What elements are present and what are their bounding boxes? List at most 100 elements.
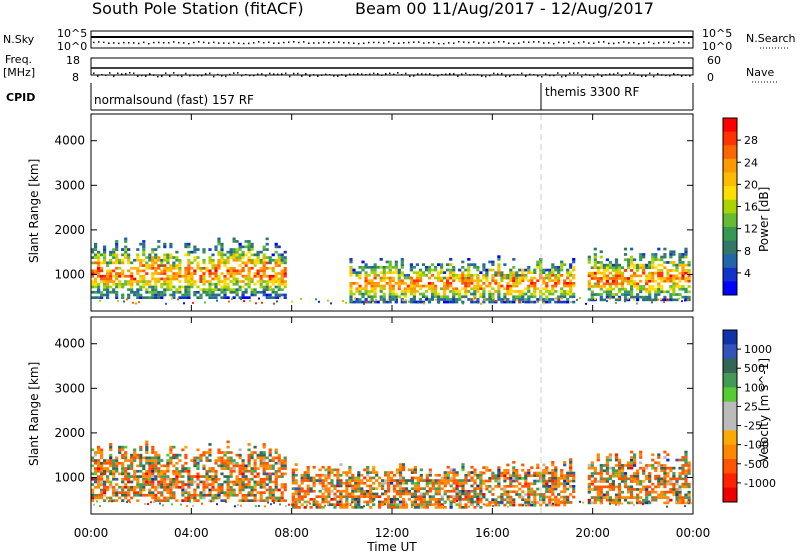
echo-cell [211,266,215,270]
echo-cell [642,271,646,275]
echo-cell [124,451,128,454]
echo-cell [121,472,125,476]
colorbar-segment [723,281,737,296]
echo-cell [178,274,182,278]
echo-cell [217,293,221,297]
echo-cell [494,477,498,480]
echo-cell [277,469,281,473]
echo-cell [470,484,474,488]
echo-cell [136,499,140,502]
echo-cell [118,496,122,500]
echo-cell [318,479,322,482]
echo-cell [364,263,368,266]
echo-cell [184,456,188,460]
echo-cell [190,282,194,286]
echo-cell [223,493,227,497]
echo-cell [608,287,612,291]
echo-cell [243,300,245,303]
echo-cell [563,463,567,467]
echo-cell [238,280,242,283]
echo-cell [651,466,655,470]
echo-cell [187,467,191,470]
echo-cell [238,477,242,481]
echo-cell [133,266,137,270]
echo-cell [467,263,471,266]
echo-cell [608,263,612,267]
echo-cell [602,274,606,278]
echo-cell [530,276,534,280]
echo-cell [369,495,373,498]
echo-cell [226,288,230,291]
echo-cell [121,461,125,465]
echo-cell [464,287,468,291]
echo-cell [387,473,391,477]
echo-cell [651,498,655,502]
echo-cell [178,453,182,457]
echo-cell [106,282,110,286]
nsearch-dot [603,41,605,43]
echo-cell [259,456,263,460]
echo-cell [244,290,248,294]
echo-cell [277,453,281,457]
echo-cell [599,490,603,494]
echo-cell [283,296,287,299]
echo-cell [681,458,685,462]
echo-cell [518,477,522,480]
echo-cell [241,464,245,468]
echo-cell [142,248,146,251]
echo-cell [672,250,676,254]
echo-cell [636,285,640,288]
echo-cell [636,293,640,296]
echo-cell [268,496,272,500]
echo-cell [678,472,682,475]
echo-cell [590,482,594,486]
echo-cell [560,266,564,269]
echo-cell [262,445,266,449]
echo-cell [572,282,576,285]
echo-cell [382,298,386,301]
colorbar-segment [723,213,737,228]
echo-cell [527,493,531,496]
echo-cell [587,498,591,502]
echo-cell [455,276,459,280]
echo-cell [515,471,519,475]
nave-dot [653,75,655,78]
nave-dot [413,75,415,77]
nave-dot [645,75,647,77]
echo-cell [271,266,275,270]
echo-cell [452,287,456,291]
echo-cell [599,477,603,481]
echo-cell [675,285,679,288]
echo-cell [503,276,507,280]
echo-cell [521,292,525,296]
echo-cell [545,466,549,469]
echo-cell [202,483,206,486]
echo-cell [268,459,272,462]
echo-cell [611,274,615,278]
echo-cell [109,277,113,281]
echo-cell [247,258,251,262]
echo-cell [630,277,634,280]
echo-cell [458,276,462,280]
echo-cell [425,481,429,485]
echo-cell [205,451,209,454]
echo-cell [681,295,685,299]
echo-cell [232,250,236,254]
echo-cell [422,479,426,482]
echo-cell [687,298,689,301]
echo-cell [587,287,591,291]
echo-cell [358,290,362,293]
echo-cell [617,269,622,272]
echo-cell [660,274,664,278]
echo-cell [229,472,233,476]
echo-cell [262,472,266,476]
echo-cell [220,491,224,494]
echo-cell [277,456,281,460]
echo-cell [470,263,474,266]
echo-cell [142,485,146,489]
nsearch-dot [593,42,595,45]
echo-cell [651,274,655,278]
echo-cell [587,279,591,283]
echo-cell [548,271,552,274]
echo-cell [678,255,682,259]
